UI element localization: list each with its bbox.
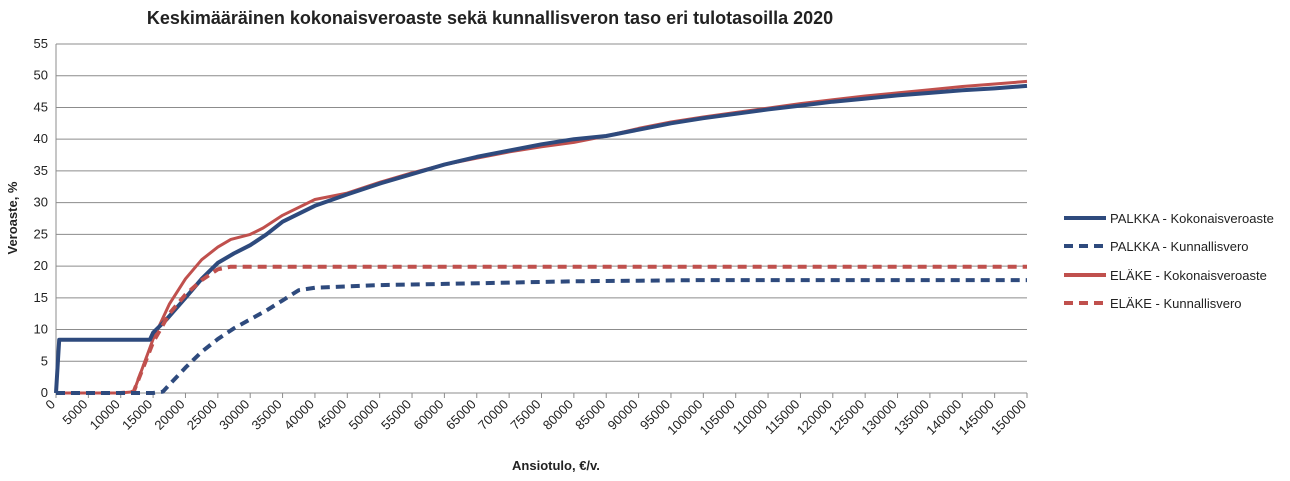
y-tick-labels: 0 5 10 15 20 25 30 35 40 45 50 55	[34, 36, 48, 400]
x-tick-label: 120000	[794, 397, 835, 438]
series-lines	[54, 79, 1028, 395]
x-tick-label: 60000	[410, 397, 446, 433]
x-tick-labels: 0 500010000150002000025000300003500040000…	[42, 397, 1029, 438]
x-tick-label: 70000	[475, 397, 511, 433]
x-tick-label: 30000	[216, 397, 252, 433]
y-tick-label: 15	[34, 290, 48, 305]
legend: PALKKA - Kokonaisveroaste PALKKA - Kunnal…	[1064, 211, 1274, 311]
x-tick-label: 0	[42, 397, 58, 413]
series-line-2	[56, 278, 1027, 395]
legend-label: PALKKA - Kunnallisvero	[1110, 239, 1249, 254]
x-tick-label: 65000	[443, 397, 479, 433]
x-tick-label: 50000	[346, 397, 382, 433]
y-tick-label: 20	[34, 258, 48, 273]
x-tick-label: 35000	[249, 397, 285, 433]
y-tick-label: 10	[34, 322, 48, 337]
y-tick-label: 55	[34, 36, 48, 51]
y-tick-label: 35	[34, 163, 48, 178]
legend-label: ELÄKE - Kokonaisveroaste	[1110, 268, 1267, 283]
x-tick-label: 45000	[313, 397, 349, 433]
y-tick-label: 50	[34, 68, 48, 83]
y-tick-label: 25	[34, 226, 48, 241]
x-tick-label: 110000	[730, 397, 771, 438]
x-tick-label: 20000	[151, 397, 187, 433]
x-tick-label: 5000	[59, 397, 90, 428]
axes	[55, 44, 1028, 398]
x-tick-label: 10000	[87, 397, 123, 433]
x-axis-label: Ansiotulo, €/v.	[512, 458, 600, 473]
x-tick-label: 75000	[507, 397, 543, 433]
x-tick-label: 90000	[605, 397, 641, 433]
x-tick-label: 80000	[540, 397, 576, 433]
chart-title: Keskimääräinen kokonaisveroaste sekä kun…	[146, 8, 834, 28]
gridlines	[56, 43, 1027, 362]
y-tick-label: 45	[34, 99, 48, 114]
x-tick-label: 150000	[988, 397, 1029, 438]
series-line-4	[56, 264, 1027, 395]
x-tick-label: 135000	[891, 397, 932, 438]
x-tick-label: 145000	[955, 397, 996, 438]
legend-label: ELÄKE - Kunnallisvero	[1110, 296, 1242, 311]
x-tick-label: 85000	[572, 397, 608, 433]
x-tick-label: 55000	[378, 397, 414, 433]
x-tick-label: 100000	[664, 397, 705, 438]
y-tick-label: 0	[41, 385, 48, 400]
series-line-1	[54, 83, 1028, 394]
x-tick-label: 25000	[184, 397, 220, 433]
x-tick-label: 15000	[119, 397, 155, 433]
legend-label: PALKKA - Kokonaisveroaste	[1110, 211, 1274, 226]
x-tick-label: 130000	[858, 397, 899, 438]
x-tick-label: 40000	[281, 397, 317, 433]
x-tick-label: 105000	[697, 397, 738, 438]
y-axis-label: Veroaste, %	[5, 181, 20, 254]
series-line-3	[56, 79, 1028, 395]
x-tick-label: 140000	[923, 397, 964, 438]
x-tick-label: 125000	[826, 397, 867, 438]
y-tick-label: 40	[34, 131, 48, 146]
y-tick-label: 30	[34, 195, 48, 210]
y-tick-label: 5	[41, 353, 48, 368]
